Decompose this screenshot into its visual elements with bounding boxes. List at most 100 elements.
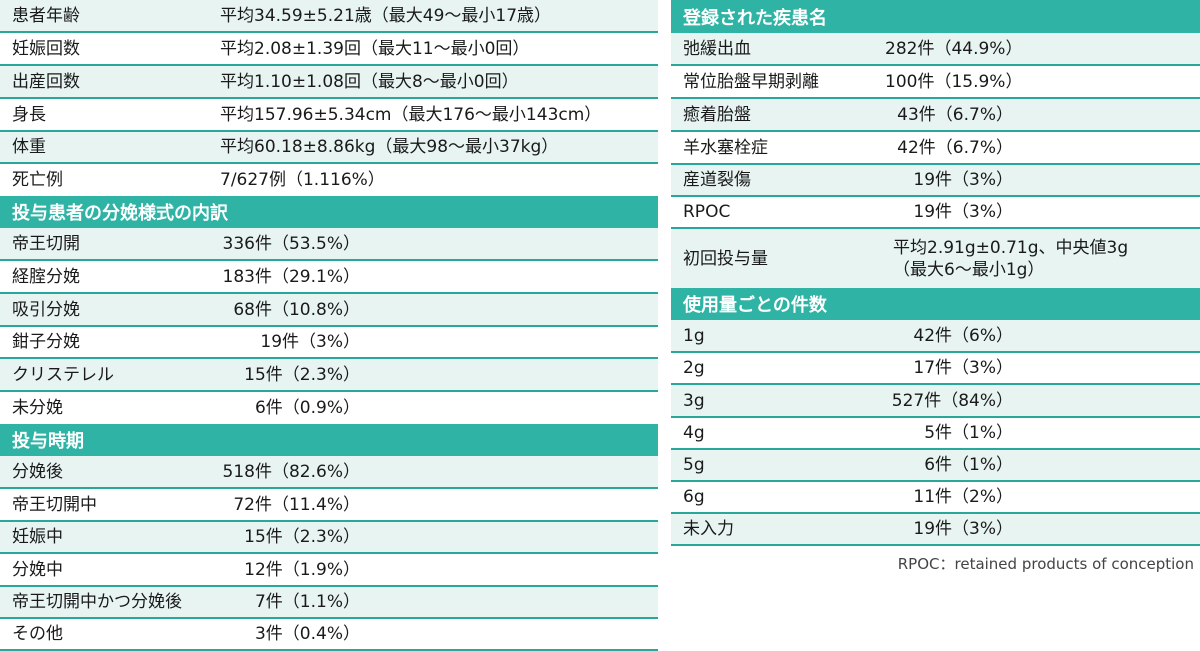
row-label: 6g	[683, 487, 705, 507]
row-label: 未入力	[683, 519, 734, 539]
table-row-initial-dose: 初回投与量 平均2.91g±0.71g、中央値3g （最大6〜最小1g）	[671, 229, 1200, 288]
row-value: 19件（3%）	[913, 519, 1013, 539]
row-value: 平均2.91g±0.71g、中央値3g （最大6〜最小1g）	[893, 237, 1128, 281]
row-value: 15件（2.3%）	[244, 527, 360, 547]
row-value: 19件（3%）	[913, 170, 1013, 190]
row-label: 初回投与量	[683, 248, 768, 269]
table-row: 未入力 19件（3%）	[671, 514, 1200, 546]
table-row: 1g 42件（6%）	[671, 320, 1200, 353]
row-label: 帝王切開中	[12, 494, 97, 515]
row-value: 282件（44.9%）	[885, 38, 1023, 59]
row-label: 死亡例	[12, 170, 63, 190]
table-row: クリステレル 15件（2.3%）	[0, 359, 658, 392]
table-row: 帝王切開中 72件（11.4%）	[0, 489, 658, 522]
table-row: 分娩中 12件（1.9%）	[0, 554, 658, 587]
row-label: クリステレル	[12, 364, 114, 385]
row-label: 体重	[12, 137, 46, 157]
table-row: 分娩後 518件（82.6%）	[0, 456, 658, 489]
section-header-usage: 使用量ごとの件数	[671, 288, 1200, 320]
table-row: 出産回数 平均1.10±1.08回（最大8〜最小0回）	[0, 66, 658, 99]
row-value: 68件（10.8%）	[233, 299, 360, 320]
row-label: 4g	[683, 423, 705, 443]
initial-dose-line2: （最大6〜最小1g）	[893, 259, 1045, 280]
row-value: 100件（15.9%）	[885, 71, 1023, 92]
table-row: 5g 6件（1%）	[671, 450, 1200, 482]
row-label: 帝王切開	[12, 233, 80, 254]
row-value: 527件（84%）	[891, 390, 1013, 411]
left-column: 患者年齢 平均34.59±5.21歳（最大49〜最小17歳） 妊娠回数 平均2.…	[0, 0, 658, 651]
row-value: 5件（1%）	[924, 423, 1013, 443]
row-label: 弛緩出血	[683, 38, 751, 59]
section-header-delivery: 投与患者の分娩様式の内訳	[0, 196, 658, 228]
table-row: 死亡例 7/627例（1.116%）	[0, 164, 658, 196]
row-label: 患者年齢	[12, 5, 80, 26]
row-value: 平均1.10±1.08回（最大8〜最小0回）	[220, 71, 519, 92]
table-row: その他 3件（0.4%）	[0, 619, 658, 651]
row-value: 17件（3%）	[913, 358, 1013, 378]
table-row: 4g 5件（1%）	[671, 418, 1200, 450]
row-value: 43件（6.7%）	[897, 104, 1013, 125]
row-label: 経腟分娩	[12, 266, 80, 287]
right-column: 登録された疾患名 弛緩出血 282件（44.9%） 常位胎盤早期剥離 100件（…	[671, 0, 1200, 546]
row-value: 3件（0.4%）	[254, 624, 360, 644]
row-value: 11件（2%）	[913, 487, 1013, 507]
row-label: 鉗子分娩	[12, 332, 80, 352]
row-value: 19件（3%）	[913, 202, 1013, 222]
table-row: 患者年齢 平均34.59±5.21歳（最大49〜最小17歳）	[0, 0, 658, 33]
row-value: 平均60.18±8.86kg（最大98〜最小37kg）	[220, 137, 559, 157]
section-header-timing: 投与時期	[0, 424, 658, 456]
table-row: 弛緩出血 282件（44.9%）	[671, 33, 1200, 66]
row-label: 3g	[683, 390, 705, 411]
row-label: 分娩後	[12, 461, 63, 482]
footnote: RPOC：retained products of conception	[897, 555, 1194, 573]
row-value: 518件（82.6%）	[222, 461, 360, 482]
table-row: 吸引分娩 68件（10.8%）	[0, 294, 658, 327]
row-label: 5g	[683, 455, 705, 475]
row-label: 妊娠中	[12, 527, 63, 547]
table-row: 癒着胎盤 43件（6.7%）	[671, 99, 1200, 132]
row-label: 出産回数	[12, 71, 80, 92]
table-row: 未分娩 6件（0.9%）	[0, 392, 658, 424]
table-row: 産道裂傷 19件（3%）	[671, 165, 1200, 197]
row-label: その他	[12, 624, 63, 644]
row-label: 分娩中	[12, 559, 63, 580]
row-label: 常位胎盤早期剥離	[683, 71, 819, 92]
row-value: 183件（29.1%）	[222, 266, 360, 287]
table-row: 経腟分娩 183件（29.1%）	[0, 261, 658, 294]
row-label: 癒着胎盤	[683, 104, 751, 125]
row-label: 未分娩	[12, 398, 63, 418]
row-value: 平均34.59±5.21歳（最大49〜最小17歳）	[220, 5, 552, 26]
table-row: 鉗子分娩 19件（3%）	[0, 327, 658, 359]
row-value: 19件（3%）	[260, 332, 360, 352]
row-label: 1g	[683, 325, 705, 346]
row-value: 12件（1.9%）	[244, 559, 360, 580]
row-value: 平均2.08±1.39回（最大11〜最小0回）	[220, 38, 530, 59]
row-value: 7件（1.1%）	[254, 592, 360, 612]
table-row: 帝王切開 336件（53.5%）	[0, 228, 658, 261]
table-row: 常位胎盤早期剥離 100件（15.9%）	[671, 66, 1200, 99]
row-label: 吸引分娩	[12, 299, 80, 320]
table-row: 体重 平均60.18±8.86kg（最大98〜最小37kg）	[0, 132, 658, 164]
table-row: 6g 11件（2%）	[671, 482, 1200, 514]
row-value: 336件（53.5%）	[222, 233, 360, 254]
row-label: 産道裂傷	[683, 170, 751, 190]
row-value: 42件（6.7%）	[897, 137, 1013, 158]
table-row: 妊娠回数 平均2.08±1.39回（最大11〜最小0回）	[0, 33, 658, 66]
row-label: RPOC	[683, 202, 731, 222]
table-row: 羊水塞栓症 42件（6.7%）	[671, 132, 1200, 165]
row-label: 2g	[683, 358, 705, 378]
row-value: 42件（6%）	[913, 325, 1013, 346]
row-value: 6件（0.9%）	[254, 398, 360, 418]
row-label: 妊娠回数	[12, 38, 80, 59]
table-row: 3g 527件（84%）	[671, 385, 1200, 418]
row-label: 身長	[12, 104, 46, 125]
table-row: 妊娠中 15件（2.3%）	[0, 522, 658, 554]
row-value: 平均157.96±5.34cm（最大176〜最小143cm）	[220, 104, 602, 125]
row-value: 72件（11.4%）	[233, 494, 360, 515]
row-value: 15件（2.3%）	[244, 364, 360, 385]
row-label: 羊水塞栓症	[683, 137, 768, 158]
table-row: 帝王切開中かつ分娩後 7件（1.1%）	[0, 587, 658, 619]
section-header-diseases: 登録された疾患名	[671, 0, 1200, 33]
row-value: 6件（1%）	[924, 455, 1013, 475]
row-label: 帝王切開中かつ分娩後	[12, 592, 182, 612]
